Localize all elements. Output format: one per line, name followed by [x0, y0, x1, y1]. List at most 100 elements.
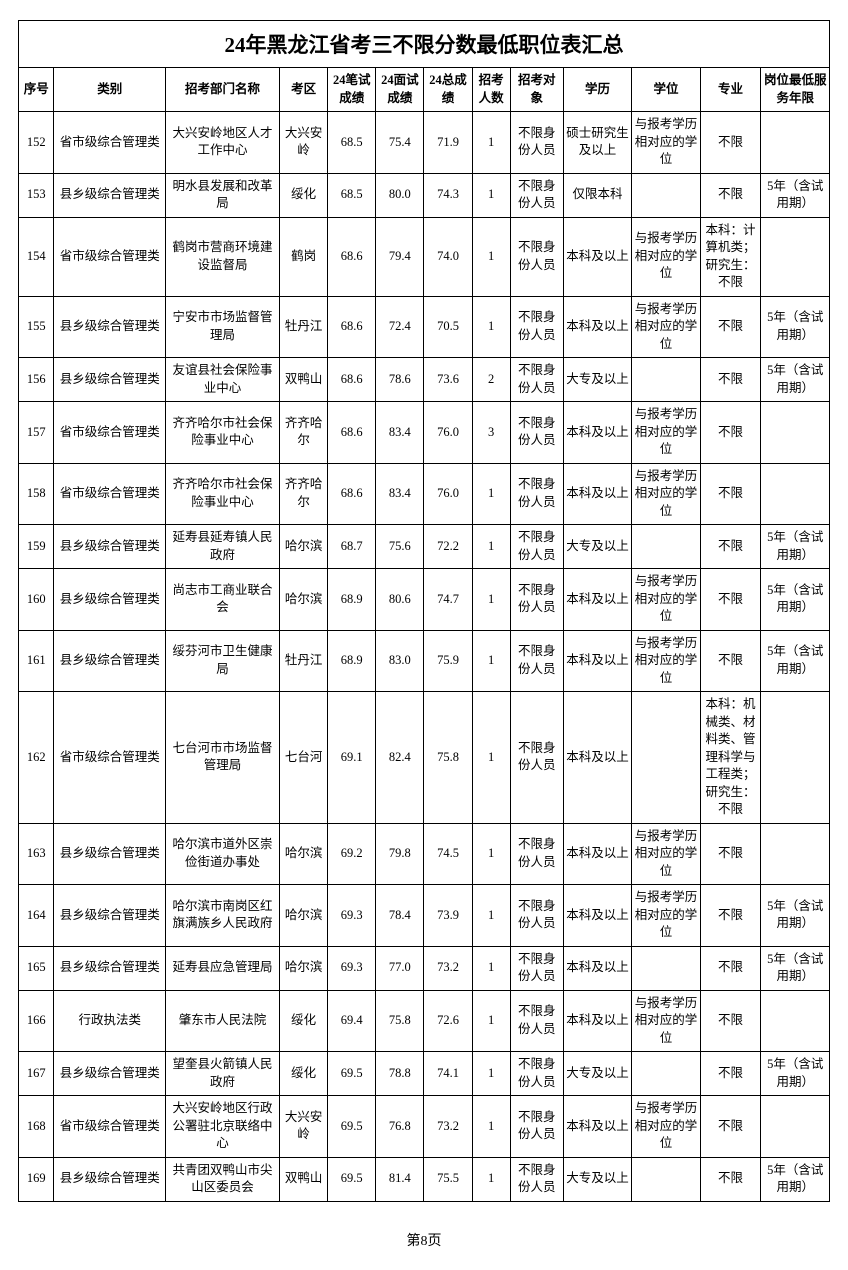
table-cell: 鹤岗 [280, 217, 328, 296]
table-cell: 1 [472, 173, 510, 217]
table-row: 163县乡级综合管理类哈尔滨市道外区崇俭街道办事处哈尔滨69.279.874.5… [19, 823, 830, 885]
table-cell: 七台河市市场监督管理局 [165, 692, 279, 824]
table-cell: 不限身份人员 [510, 569, 563, 631]
table-cell [632, 525, 700, 569]
table-cell: 不限 [700, 173, 761, 217]
table-cell: 县乡级综合管理类 [54, 885, 166, 947]
table-cell: 哈尔滨市道外区崇俭街道办事处 [165, 823, 279, 885]
table-cell: 69.3 [328, 946, 376, 990]
table-cell: 绥化 [280, 173, 328, 217]
table-cell: 县乡级综合管理类 [54, 1157, 166, 1201]
table-cell: 与报考学历相对应的学位 [632, 217, 700, 296]
table-cell [761, 990, 830, 1052]
table-cell: 72.6 [424, 990, 472, 1052]
table-cell: 1 [472, 1052, 510, 1096]
table-cell: 本科及以上 [563, 885, 631, 947]
table-cell: 与报考学历相对应的学位 [632, 630, 700, 692]
table-cell: 与报考学历相对应的学位 [632, 990, 700, 1052]
table-cell: 不限身份人员 [510, 217, 563, 296]
table-cell: 不限 [700, 463, 761, 525]
table-cell: 肇东市人民法院 [165, 990, 279, 1052]
table-cell: 县乡级综合管理类 [54, 823, 166, 885]
table-cell: 绥芬河市卫生健康局 [165, 630, 279, 692]
table-cell: 1 [472, 112, 510, 174]
table-cell: 78.6 [376, 358, 424, 402]
table-cell: 72.4 [376, 296, 424, 358]
table-cell: 与报考学历相对应的学位 [632, 1096, 700, 1158]
table-cell: 双鸭山 [280, 358, 328, 402]
table-cell: 159 [19, 525, 54, 569]
table-cell: 78.8 [376, 1052, 424, 1096]
table-row: 161县乡级综合管理类绥芬河市卫生健康局牡丹江68.983.075.91不限身份… [19, 630, 830, 692]
table-cell: 76.0 [424, 402, 472, 464]
table-row: 152省市级综合管理类大兴安岭地区人才工作中心大兴安岭68.575.471.91… [19, 112, 830, 174]
table-cell: 5年（含试用期） [761, 946, 830, 990]
table-body: 152省市级综合管理类大兴安岭地区人才工作中心大兴安岭68.575.471.91… [19, 112, 830, 1202]
table-row: 162省市级综合管理类七台河市市场监督管理局七台河69.182.475.81不限… [19, 692, 830, 824]
table-cell: 省市级综合管理类 [54, 692, 166, 824]
table-cell: 158 [19, 463, 54, 525]
table-cell: 县乡级综合管理类 [54, 173, 166, 217]
table-cell: 74.0 [424, 217, 472, 296]
table-cell: 74.7 [424, 569, 472, 631]
table-cell: 不限身份人员 [510, 990, 563, 1052]
table-cell: 不限 [700, 630, 761, 692]
table-row: 160县乡级综合管理类尚志市工商业联合会哈尔滨68.980.674.71不限身份… [19, 569, 830, 631]
table-header-cell: 招考人数 [472, 68, 510, 112]
table-cell: 与报考学历相对应的学位 [632, 112, 700, 174]
table-cell [761, 1096, 830, 1158]
table-cell: 154 [19, 217, 54, 296]
table-row: 165县乡级综合管理类延寿县应急管理局哈尔滨69.377.073.21不限身份人… [19, 946, 830, 990]
table-cell: 齐齐哈尔市社会保险事业中心 [165, 463, 279, 525]
table-row: 167县乡级综合管理类望奎县火箭镇人民政府绥化69.578.874.11不限身份… [19, 1052, 830, 1096]
table-header-cell: 考区 [280, 68, 328, 112]
table-cell: 硕士研究生及以上 [563, 112, 631, 174]
table-cell: 73.2 [424, 946, 472, 990]
table-cell: 不限身份人员 [510, 885, 563, 947]
table-cell: 省市级综合管理类 [54, 463, 166, 525]
table-cell: 160 [19, 569, 54, 631]
table-cell: 165 [19, 946, 54, 990]
table-row: 169县乡级综合管理类共青团双鸭山市尖山区委员会双鸭山69.581.475.51… [19, 1157, 830, 1201]
table-cell: 不限 [700, 569, 761, 631]
table-cell: 县乡级综合管理类 [54, 630, 166, 692]
table-cell: 1 [472, 569, 510, 631]
table-cell: 76.8 [376, 1096, 424, 1158]
table-cell: 不限身份人员 [510, 946, 563, 990]
table-cell: 不限身份人员 [510, 112, 563, 174]
table-cell: 延寿县延寿镇人民政府 [165, 525, 279, 569]
table-cell: 1 [472, 1157, 510, 1201]
table-cell [632, 692, 700, 824]
table-row: 164县乡级综合管理类哈尔滨市南岗区红旗满族乡人民政府哈尔滨69.378.473… [19, 885, 830, 947]
table-cell: 163 [19, 823, 54, 885]
table-header-row: 序号类别招考部门名称考区24笔试成绩24面试成绩24总成绩招考人数招考对象学历学… [19, 68, 830, 112]
table-cell: 与报考学历相对应的学位 [632, 823, 700, 885]
table-cell: 1 [472, 217, 510, 296]
table-cell: 不限 [700, 525, 761, 569]
table-row: 153县乡级综合管理类明水县发展和改革局绥化68.580.074.31不限身份人… [19, 173, 830, 217]
table-cell: 83.0 [376, 630, 424, 692]
table-cell: 不限 [700, 1052, 761, 1096]
table-cell: 75.5 [424, 1157, 472, 1201]
table-cell: 仅限本科 [563, 173, 631, 217]
table-cell [761, 463, 830, 525]
table-cell: 不限身份人员 [510, 358, 563, 402]
table-cell: 5年（含试用期） [761, 1157, 830, 1201]
table-cell: 与报考学历相对应的学位 [632, 296, 700, 358]
table-cell: 行政执法类 [54, 990, 166, 1052]
table-cell: 1 [472, 990, 510, 1052]
table-cell: 县乡级综合管理类 [54, 569, 166, 631]
table-cell: 鹤岗市营商环境建设监督局 [165, 217, 279, 296]
table-cell: 83.4 [376, 463, 424, 525]
table-cell: 本科及以上 [563, 1096, 631, 1158]
table-cell: 68.6 [328, 296, 376, 358]
table-cell: 155 [19, 296, 54, 358]
table-cell: 不限 [700, 358, 761, 402]
table-cell [632, 173, 700, 217]
table-cell: 69.3 [328, 885, 376, 947]
table-cell: 本科及以上 [563, 692, 631, 824]
table-cell: 81.4 [376, 1157, 424, 1201]
table-cell: 75.4 [376, 112, 424, 174]
table-cell: 73.6 [424, 358, 472, 402]
table-cell: 162 [19, 692, 54, 824]
